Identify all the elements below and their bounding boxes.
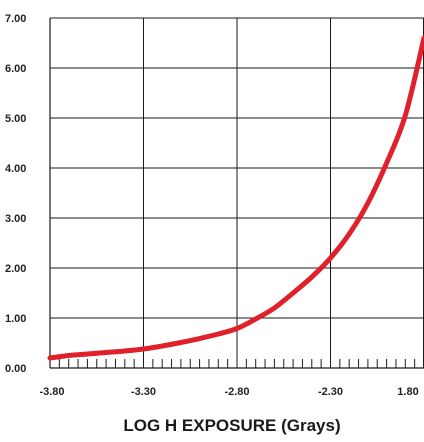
x-tick-label: -2.80 xyxy=(224,386,249,398)
y-tick-label: 3.00 xyxy=(5,213,26,225)
y-tick-labels: 0.00 1.00 2.00 3.00 4.00 5.00 6.00 7.00 xyxy=(5,13,26,375)
y-tick-label: 2.00 xyxy=(5,263,26,275)
series-line xyxy=(47,35,424,361)
x-minor-ticks xyxy=(58,359,416,368)
x-tick-label: 1.80 xyxy=(397,386,418,398)
y-tick-label: 0.00 xyxy=(5,363,26,375)
x-axis-title: LOG H EXPOSURE (Grays) xyxy=(123,416,340,435)
y-tick-label: 4.00 xyxy=(5,163,26,175)
grid xyxy=(49,17,424,369)
series-layer xyxy=(47,35,424,361)
x-tick-label: -3.30 xyxy=(131,386,156,398)
y-tick-label: 5.00 xyxy=(5,113,26,125)
x-tick-label: -2.30 xyxy=(318,386,343,398)
x-tick-label: -3.80 xyxy=(39,386,64,398)
y-tick-label: 7.00 xyxy=(5,13,26,25)
x-tick-labels: -3.80 -3.30 -2.80 -2.30 1.80 xyxy=(39,386,418,398)
y-tick-label: 1.00 xyxy=(5,313,26,325)
y-tick-label: 6.00 xyxy=(5,63,26,75)
